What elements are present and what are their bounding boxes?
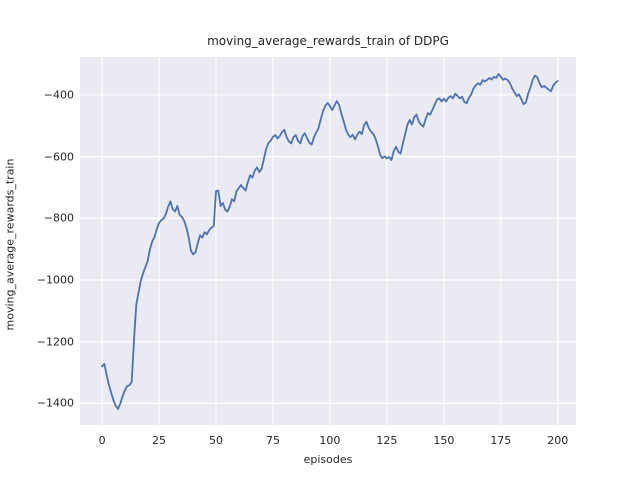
x-tick-label: 200 [547, 434, 569, 447]
y-axis-label: moving_average_rewards_train [3, 158, 17, 331]
y-tick-label: −1200 [36, 335, 74, 349]
x-tick-label: 0 [98, 434, 106, 447]
y-tick-label: −400 [43, 88, 74, 102]
y-tick-label: −1400 [36, 396, 74, 410]
x-tick-label: 100 [319, 434, 341, 447]
x-tick-label: 175 [490, 434, 512, 447]
x-axis-label: episodes [303, 453, 353, 466]
x-tick-label: 25 [152, 434, 167, 447]
x-tick-label: 75 [265, 434, 280, 447]
y-tick-label: −800 [43, 211, 74, 225]
chart-title: moving_average_rewards_train of DDPG [207, 34, 449, 48]
plot-background [80, 57, 576, 425]
y-tick-label: −600 [43, 150, 74, 164]
x-tick-label: 150 [433, 434, 455, 447]
data-line-moving-average-rewards-train [101, 73, 559, 410]
x-tick-label: 125 [376, 434, 398, 447]
x-tick-label: 50 [209, 434, 224, 447]
y-tick-label: −1000 [36, 273, 74, 287]
